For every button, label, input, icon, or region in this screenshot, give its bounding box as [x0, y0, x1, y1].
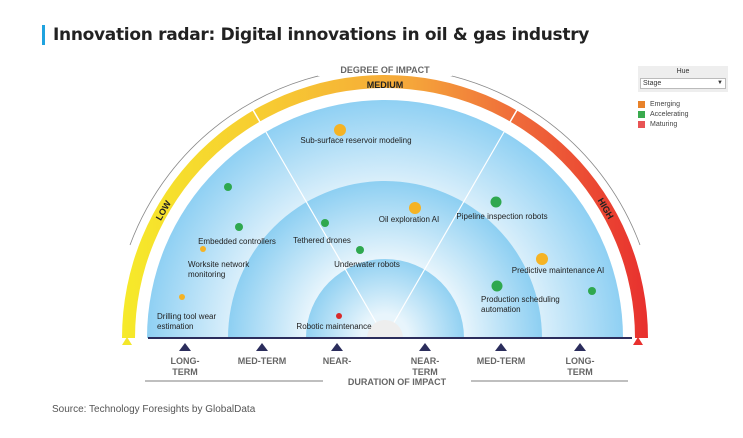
legend-header: Hue — [676, 68, 690, 75]
innovation-label: Underwater robots — [334, 260, 400, 269]
dot-robotic-maintenance[interactable] — [336, 313, 342, 319]
innovation-label: Oil exploration AI — [379, 215, 439, 224]
tick-label: TERM — [412, 367, 438, 377]
legend-label: Accelerating — [650, 111, 689, 118]
degree-of-impact-label: DEGREE OF IMPACT — [340, 65, 430, 75]
legend-label: Emerging — [650, 101, 680, 108]
innovation-label: Sub-surface reservoir modeling — [300, 136, 411, 145]
duration-ticks: LONG- TERM MED-TERM NEAR- NEAR- TERM MED… — [171, 343, 595, 377]
page-title: Innovation radar: Digital innovations in… — [53, 25, 590, 45]
innovation-label: Drilling tool wear — [157, 312, 216, 321]
tick-label: NEAR- — [323, 356, 352, 366]
dot-accelerating[interactable] — [588, 287, 596, 295]
innovation-label: Embedded controllers — [198, 237, 276, 246]
tick-label: LONG- — [566, 356, 595, 366]
dot-pipeline-inspection-robots[interactable] — [490, 196, 502, 208]
source-note: Source: Technology Foresights by GlobalD… — [52, 404, 256, 415]
chevron-down-icon: ▼ — [717, 80, 723, 86]
dot-predictive-maintenance-ai[interactable] — [536, 253, 548, 265]
dot-accelerating[interactable] — [224, 183, 232, 191]
innovation-dots — [179, 124, 596, 319]
legend-label: Maturing — [650, 121, 678, 128]
innovation-label: monitoring — [188, 270, 225, 279]
innovation-label: Production scheduling — [481, 295, 560, 304]
hue-select-value: Stage — [643, 80, 662, 87]
dot-embedded-controllers[interactable] — [235, 223, 243, 231]
tick-label: TERM — [172, 367, 198, 377]
hue-select[interactable]: Stage ▼ — [640, 78, 726, 89]
ring-near-term — [306, 259, 464, 338]
innovation-label: Predictive maintenance AI — [512, 266, 605, 275]
high-marker-triangle — [633, 337, 643, 345]
innovation-label: Worksite network — [188, 260, 250, 269]
dot-drilling-tool-wear[interactable] — [179, 294, 185, 300]
tick-label: MED-TERM — [238, 356, 287, 366]
dot-underwater-robots[interactable] — [356, 246, 364, 254]
legend-item-accelerating: Accelerating — [638, 111, 728, 118]
tick-label: TERM — [567, 367, 593, 377]
impact-medium-label: MEDIUM — [367, 80, 404, 90]
dot-tethered-drones[interactable] — [321, 219, 329, 227]
tick-label: MED-TERM — [477, 356, 526, 366]
legend-item-maturing: Maturing — [638, 121, 728, 128]
tick-label: LONG- — [171, 356, 200, 366]
dot-sub-surface-reservoir-modeling[interactable] — [334, 124, 346, 136]
swatch — [638, 101, 645, 108]
innovation-label: automation — [481, 305, 521, 314]
swatch — [638, 121, 645, 128]
innovation-label: Robotic maintenance — [296, 322, 372, 331]
legend-item-emerging: Emerging — [638, 101, 728, 108]
swatch — [638, 111, 645, 118]
dot-production-scheduling[interactable] — [491, 280, 503, 292]
legend: Hue Stage ▼ Emerging Accelerating Maturin… — [638, 66, 728, 128]
center-hub — [367, 320, 403, 338]
duration-of-impact-label: DURATION OF IMPACT — [348, 377, 447, 387]
innovation-label: Pipeline inspection robots — [456, 212, 547, 221]
title-accent-bar — [42, 25, 45, 45]
tick-label: NEAR- — [411, 356, 440, 366]
innovation-label: Tethered drones — [293, 236, 351, 245]
innovation-label: estimation — [157, 322, 193, 331]
dot-worksite-network-monitoring[interactable] — [200, 246, 206, 252]
dot-oil-exploration-ai[interactable] — [409, 202, 421, 214]
low-marker-triangle — [122, 337, 132, 345]
